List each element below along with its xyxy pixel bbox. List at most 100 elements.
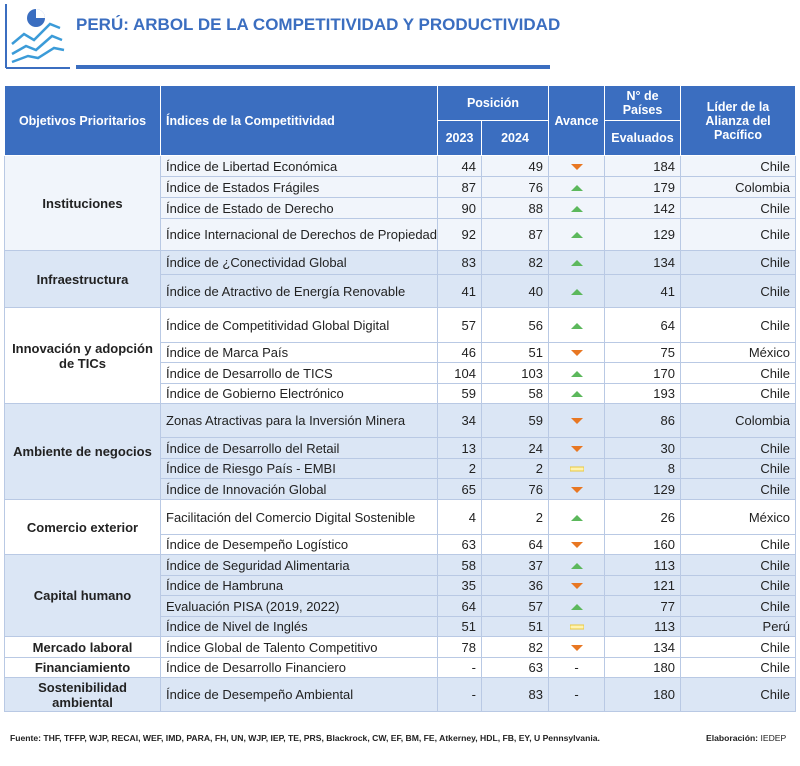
countries: 30: [604, 437, 681, 459]
position-2024: 87: [481, 218, 549, 251]
index-name: Índice de Desempeño Ambiental: [160, 677, 438, 712]
position-2024: 76: [481, 176, 549, 198]
trend-up: [570, 260, 583, 266]
position-2023: -: [437, 677, 482, 712]
position-2024: 83: [481, 677, 549, 712]
countries: 41: [604, 274, 681, 308]
avance: [548, 307, 605, 343]
table-row: Ambiente de negocios Zonas Atractivas par…: [4, 403, 796, 500]
leader: Chile: [680, 218, 796, 251]
index-name: Evaluación PISA (2019, 2022): [160, 595, 438, 617]
avance: [548, 403, 605, 438]
leader: Chile: [680, 534, 796, 555]
index-name: Índice de Libertad Económica: [160, 155, 438, 177]
countries: 179: [604, 176, 681, 198]
trend-up: [570, 184, 583, 191]
trend-down: [570, 644, 583, 651]
index-name: Índice de Innovación Global: [160, 478, 438, 500]
position-2024: 76: [481, 478, 549, 500]
avance: [548, 250, 605, 275]
position-2024: 56: [481, 307, 549, 343]
table-row: Índice de Desempeño Logístico 63 64 160 Chil…: [4, 534, 796, 555]
credit-label: Elaboración:: [706, 733, 759, 743]
index-name: Zonas Atractivas para la Inversión Miner…: [160, 403, 438, 438]
avance: [548, 383, 605, 404]
position-2024: 40: [481, 274, 549, 308]
leader: Chile: [680, 362, 796, 384]
avance: [548, 342, 605, 363]
objective: Sostenibilidad ambiental: [4, 677, 161, 712]
trend-up: [570, 288, 583, 295]
position-2024: 24: [481, 437, 549, 459]
leader: México: [680, 342, 796, 363]
leader: Perú: [680, 616, 796, 637]
index-name: Índice de Gobierno Electrónico: [160, 383, 438, 404]
trend-up: [570, 232, 583, 238]
leader: Chile: [680, 274, 796, 308]
position-2024: 58: [481, 383, 549, 404]
competitiveness-table: Objetivos Prioritarios Índices de la Com…: [4, 85, 796, 712]
position-2023: 4: [437, 499, 482, 535]
col-header: Líder de la Alianza del Pacífico: [680, 85, 796, 156]
position-2023: 58: [437, 554, 482, 576]
title: PERÚ: ARBOL DE LA COMPETITIVIDAD Y PRODU…: [76, 15, 561, 34]
col-header: Avance: [548, 85, 605, 156]
leader: Chile: [680, 383, 796, 404]
table-row: Mercado laboral Índice Global de Talento …: [4, 636, 796, 658]
index-name: Índice Internacional de Derechos de Prop…: [160, 218, 438, 251]
avance: -: [548, 677, 605, 712]
position-2023: 90: [437, 197, 482, 219]
leader: Chile: [680, 437, 796, 459]
avance: [548, 176, 605, 198]
credit-name: IEDEP: [760, 733, 787, 743]
trend-up: [570, 205, 583, 212]
col-header: N° de Países: [604, 85, 681, 121]
index-name: Índice de Desempeño Logístico: [160, 534, 438, 555]
trend-down: [570, 486, 583, 493]
index-name: Índice de Desarrollo del Retail: [160, 437, 438, 459]
leader: Chile: [680, 636, 796, 658]
credit: Elaboración: IEDEP: [706, 733, 786, 743]
position-2024: 2: [481, 458, 549, 479]
index-name: Índice de Marca País: [160, 342, 438, 363]
position-2024: 37: [481, 554, 549, 576]
index-name: Índice de Estado de Derecho: [160, 197, 438, 219]
table-row: Índice de Estados Frágiles 87 76 179 Colombi…: [4, 176, 796, 198]
col-header: Posición: [437, 85, 549, 121]
index-name: Índice de Desarrollo Financiero: [160, 657, 438, 678]
table-row: Índice de Nivel de Inglés 51 51 113 Perú: [4, 616, 796, 637]
index-name: Índice de Seguridad Alimentaria: [160, 554, 438, 576]
avance: [548, 499, 605, 535]
position-2023: 83: [437, 250, 482, 275]
leader: Chile: [680, 155, 796, 177]
trend-down: [570, 583, 583, 589]
logo-icon: [5, 4, 70, 69]
index-name: Índice de ¿Conectividad Global: [160, 250, 438, 275]
leader: Chile: [680, 554, 796, 576]
avance: [548, 616, 605, 637]
countries: 8: [604, 458, 681, 479]
countries: 160: [604, 534, 681, 555]
leader: Chile: [680, 478, 796, 500]
countries: 184: [604, 155, 681, 177]
position-2023: 51: [437, 616, 482, 637]
table-row: Infraestructura Índice de ¿Conectividad G…: [4, 250, 796, 308]
position-2023: 65: [437, 478, 482, 500]
avance: [548, 155, 605, 177]
position-2024: 82: [481, 250, 549, 275]
trend-down: [570, 418, 583, 424]
objective: Innovación y adopción de TICs: [4, 307, 161, 404]
trend-down: [570, 445, 583, 452]
table-row: Índice de Gobierno Electrónico 59 58 193 Chi…: [4, 383, 796, 404]
trend-up: [570, 322, 583, 329]
countries: 113: [604, 616, 681, 637]
position-2024: 57: [481, 595, 549, 617]
position-2023: 92: [437, 218, 482, 251]
position-2023: 87: [437, 176, 482, 198]
col-header: 2023: [437, 120, 482, 156]
countries: 77: [604, 595, 681, 617]
col-header: 2024: [481, 120, 549, 156]
table-row: Comercio exterior Facilitación del Comerc…: [4, 499, 796, 555]
avance: [548, 274, 605, 308]
